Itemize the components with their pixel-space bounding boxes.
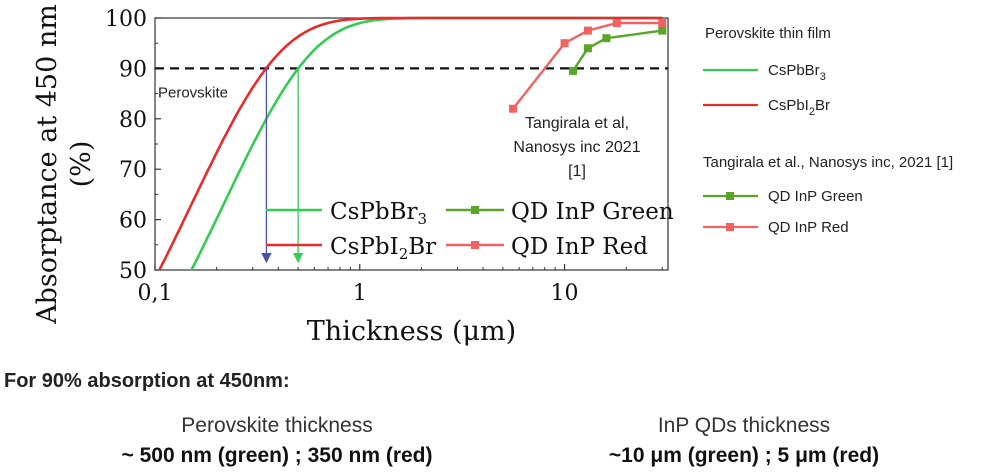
- y-tick-label: 50: [119, 259, 147, 284]
- x-tick-label: 10: [551, 281, 579, 306]
- data-point-qd-inp-red: [583, 26, 592, 35]
- side-legend-label: QD InP Green: [768, 188, 863, 205]
- y-axis-label: Absorptance at 450 nm (%): [32, 4, 97, 325]
- series-line-qd-inp-green: [571, 29, 663, 72]
- y-tick-label: 80: [119, 108, 147, 133]
- y-tick-label: 90: [119, 57, 147, 82]
- data-point-qd-inp-red: [560, 39, 569, 48]
- side-legend-label: CsPbI2Br: [768, 97, 830, 118]
- data-point-qd-inp-green: [602, 34, 611, 43]
- threshold-label: Perovskite: [158, 84, 228, 101]
- summary-title: For 90% absorption at 450nm:: [4, 370, 290, 392]
- inner-legend-label: CsPbI2Br: [330, 234, 436, 263]
- inner-legend-label: QD InP Green: [511, 199, 674, 225]
- absorptance-chart: 50 60 70 80 90 100 0,1 1 10 Thickness (μm) Absorpt…: [32, 4, 953, 347]
- side-legend-heading: Perovskite thin film: [705, 25, 831, 42]
- perovskite-curves: [157, 16, 663, 270]
- perovskite-thickness-heading: Perovskite thickness: [181, 414, 373, 437]
- data-point-qd-inp-red: [612, 19, 621, 28]
- inp-thickness-heading: InP QDs thickness: [657, 414, 831, 437]
- data-point-qd-inp-green: [583, 44, 592, 53]
- side-legend-label: CsPbBr3: [768, 62, 826, 83]
- y-tick-label: 70: [119, 158, 147, 183]
- x-axis-label: Thickness (μm): [307, 316, 516, 347]
- perovskite-thickness-value: ~ 500 nm (green) ; 350 nm (red): [121, 444, 433, 467]
- annotation-line: [1]: [568, 163, 586, 180]
- annotation-line: Tangirala et al,: [525, 115, 629, 132]
- side-legend-marker: [726, 223, 734, 231]
- y-tick-label: 100: [105, 7, 147, 32]
- series-line-qd-inp-red: [512, 21, 663, 110]
- series-line-cspbi2br: [157, 16, 663, 270]
- data-point-qd-inp-red: [658, 19, 667, 28]
- x-tick-label: 0,1: [138, 281, 173, 306]
- inner-legend-marker: [471, 206, 479, 214]
- inner-legend-label: QD InP Red: [511, 234, 648, 260]
- side-legend-heading: Tangirala et al., Nanosys inc, 2021 [1]: [703, 154, 953, 171]
- annotation-line: Nanosys inc 2021: [513, 139, 640, 156]
- inp-thickness-value: ~10 μm (green) ; 5 μm (red): [608, 444, 880, 467]
- data-point-qd-inp-red: [508, 104, 517, 113]
- y-tick-label: 60: [119, 209, 147, 234]
- x-tick-label: 1: [353, 281, 367, 306]
- data-point-qd-inp-green: [658, 26, 667, 35]
- data-point-qd-inp-green: [569, 66, 578, 75]
- side-legend-marker: [726, 192, 734, 200]
- side-legend-label: QD InP Red: [768, 219, 849, 236]
- inner-legend-label: CsPbBr3: [330, 199, 427, 228]
- inner-legend-marker: [471, 241, 479, 249]
